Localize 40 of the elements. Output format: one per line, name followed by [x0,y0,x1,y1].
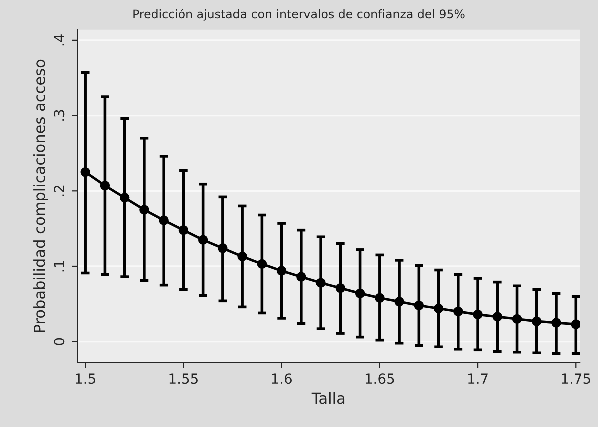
chart-title: Predicción ajustada con intervalos de confianza del 95% [134,8,465,21]
point [238,252,248,262]
point [532,316,542,326]
point [552,318,562,328]
point [454,306,464,317]
point [434,304,444,314]
point [571,320,580,330]
y-tick-label: .1 [54,261,64,272]
x-tick-label: 1.6 [272,374,292,384]
y-tick-label: .3 [54,110,65,121]
x-tick-label: 1.65 [366,374,394,384]
point [100,181,110,191]
x-axis-title: Talla [312,392,345,404]
point [492,312,503,322]
point [296,272,306,282]
point [198,235,208,245]
point [355,288,366,298]
x-tick-label: 1.75 [562,374,590,384]
y-tick-label: 0 [54,338,65,346]
x-tick-label: 1.7 [468,374,488,384]
point [336,283,346,294]
point [414,300,424,311]
point [257,259,268,270]
y-tick-label: .4 [54,34,64,46]
point [80,167,90,178]
point [178,225,189,236]
point [276,266,287,276]
y-tick-label: .2 [54,186,64,196]
x-tick-label: 1.55 [170,374,198,384]
x-tick-label: 1.5 [76,374,96,384]
point [512,314,522,324]
point [120,193,130,203]
point [316,278,326,288]
point [375,293,385,304]
point [473,310,483,320]
y-axis-title: Probabilidad complicaciones acceso [34,60,48,332]
point [218,244,228,254]
point [394,297,404,307]
point [159,216,169,226]
point [140,205,150,215]
